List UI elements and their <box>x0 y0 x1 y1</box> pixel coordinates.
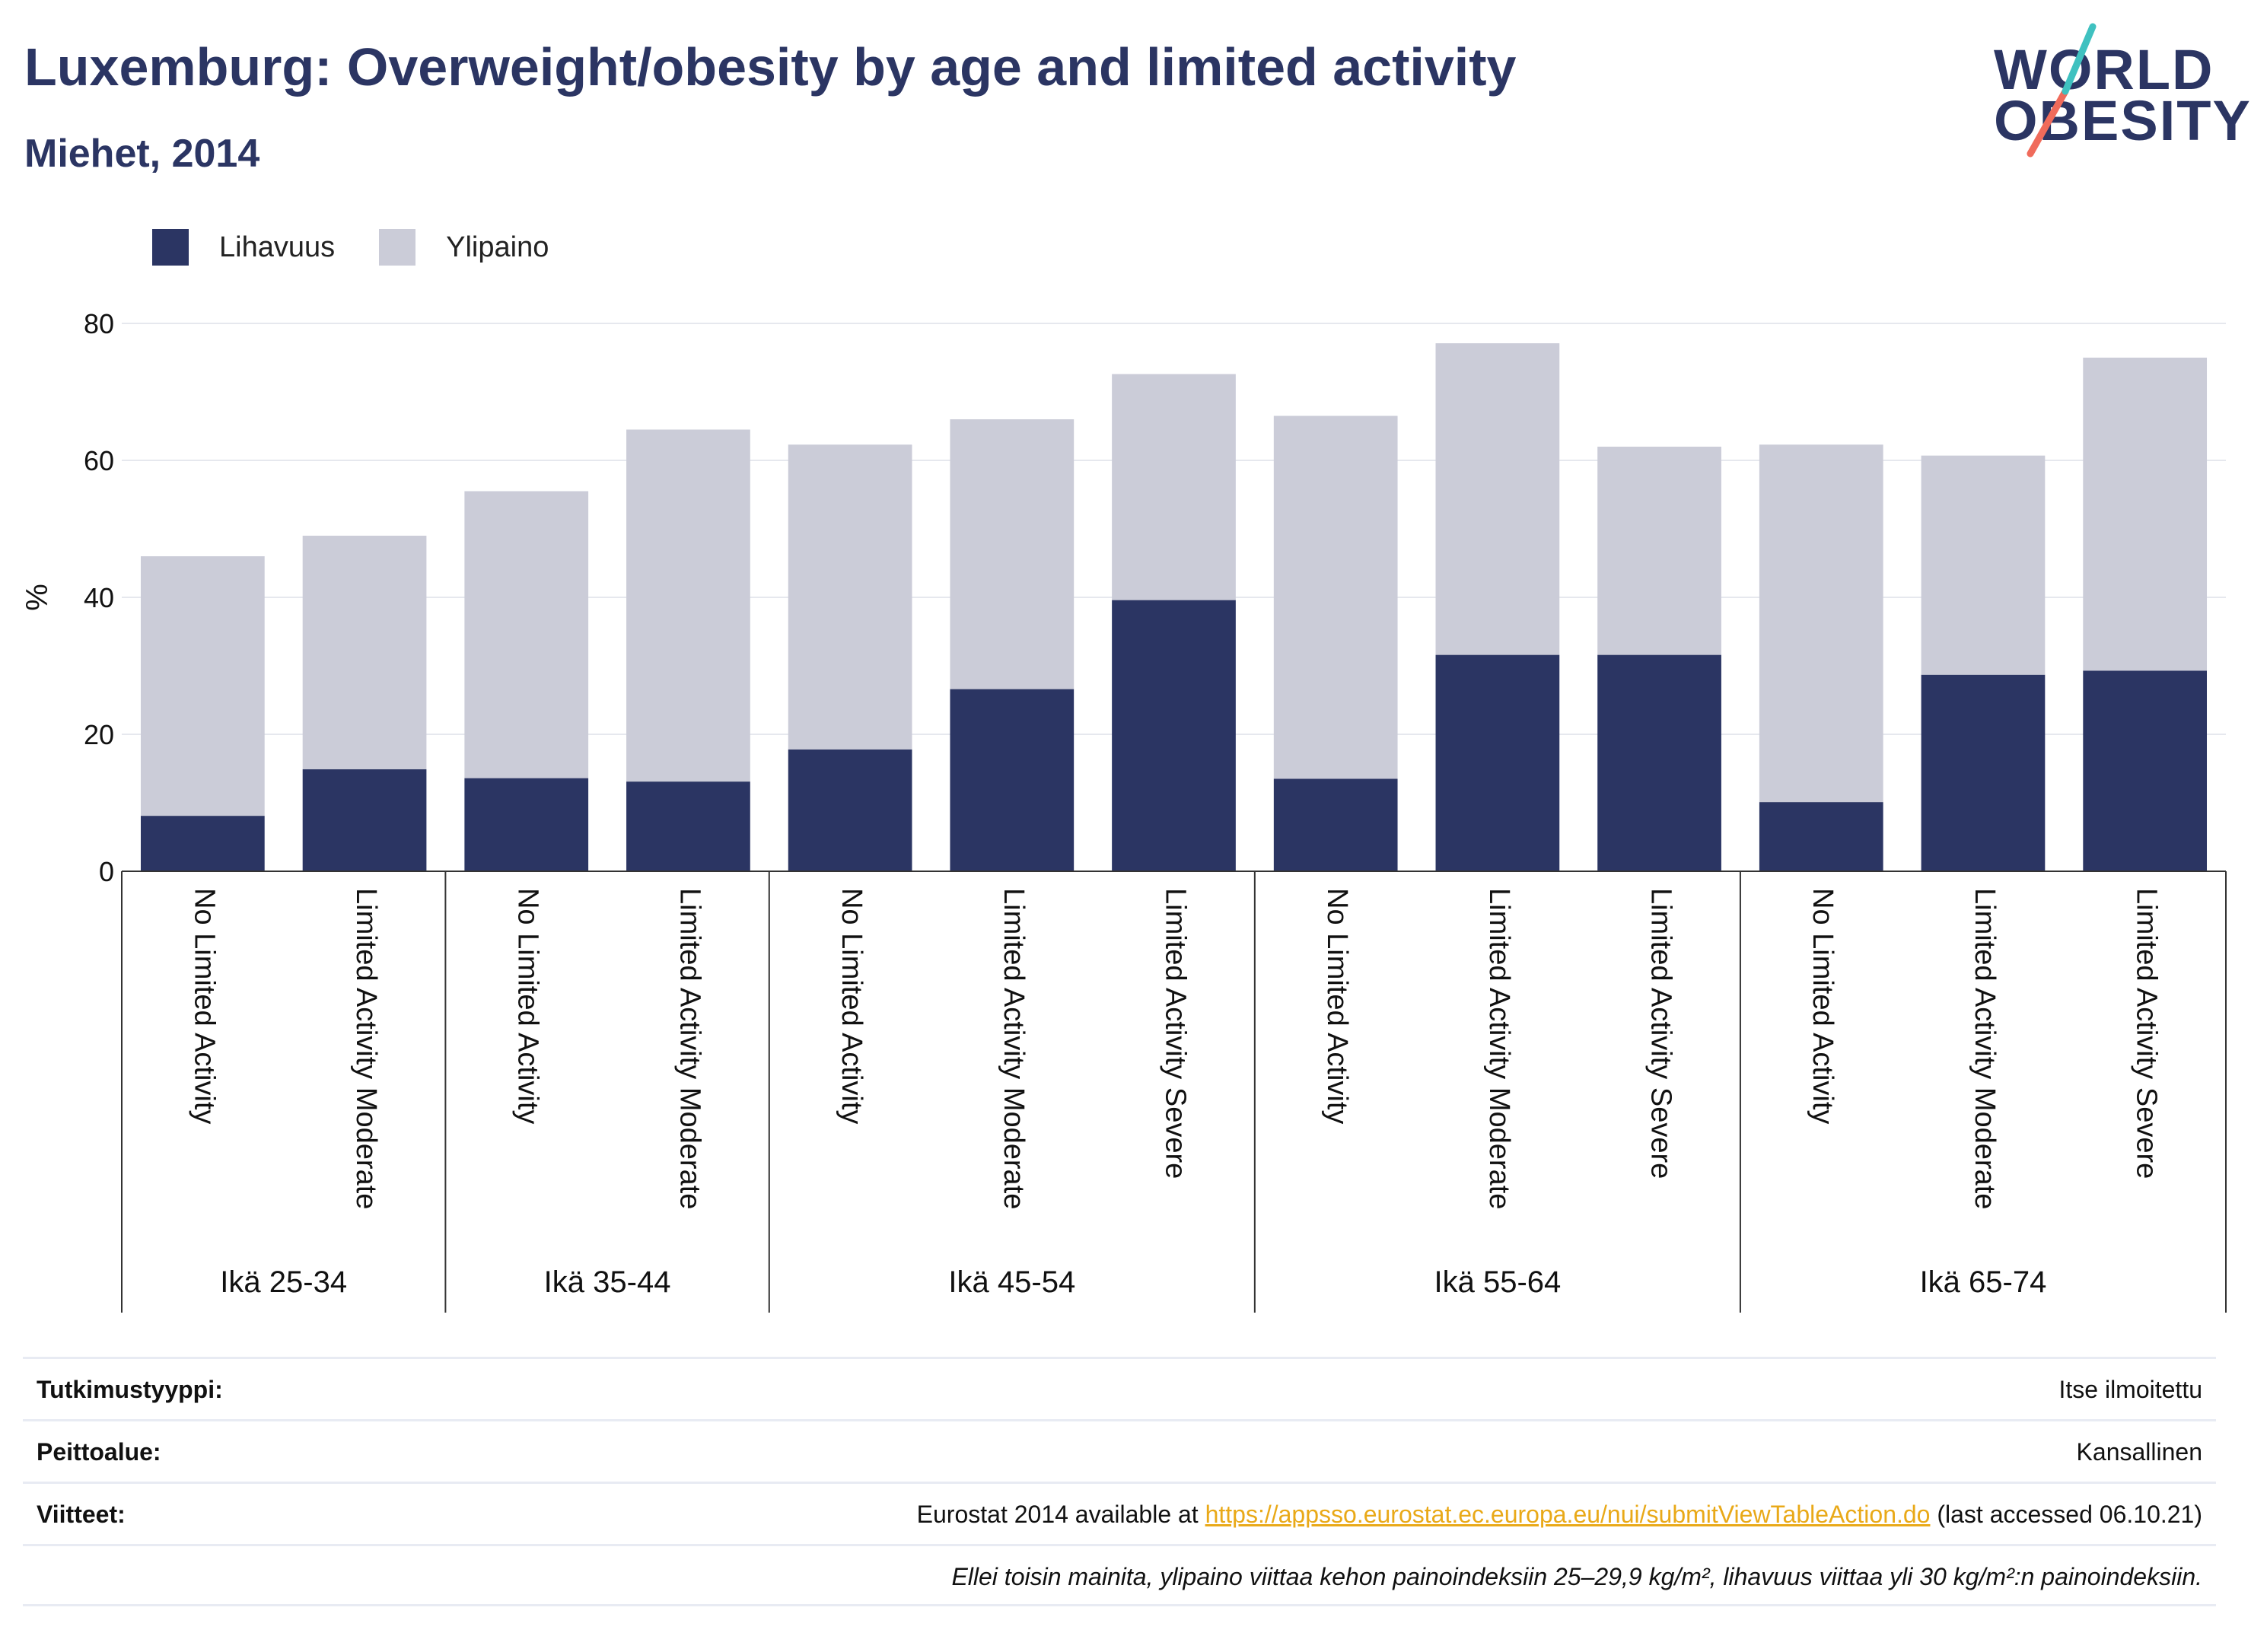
y-tick-label: 20 <box>84 719 114 750</box>
meta-value-study-type: Itse ilmoitettu <box>2058 1376 2202 1403</box>
bar-overweight <box>1759 444 1883 803</box>
bars <box>140 343 2208 871</box>
legend-label-overweight: Ylipaino <box>446 231 549 263</box>
legend-item-overweight[interactable]: Ylipaino <box>379 229 549 266</box>
bar-obesity <box>302 769 427 871</box>
chart-legend: Lihavuus Ylipaino <box>152 224 593 270</box>
bar-overweight <box>626 429 750 782</box>
x-category-label: Limited Activity Moderate <box>1969 888 2001 1209</box>
x-group-label: Ikä 45-54 <box>948 1265 1075 1299</box>
y-tick-label: 60 <box>84 445 114 476</box>
meta-row-coverage: Peittoalue: Kansallinen <box>23 1419 2216 1482</box>
world-obesity-logo: WORLD OBESITY <box>1979 23 2250 160</box>
bar-obesity <box>626 781 750 871</box>
y-tick-label: 80 <box>84 308 114 339</box>
logo-line-world: WORLD <box>1994 38 2214 101</box>
x-category-label: Limited Activity Severe <box>1645 888 1677 1179</box>
metadata-table: Tutkimustyyppi: Itse ilmoitettu Peittoal… <box>23 1357 2216 1606</box>
x-category-label: No Limited Activity <box>1807 888 1839 1124</box>
bar-obesity <box>1921 674 2046 871</box>
bar-overweight <box>1435 343 1560 655</box>
bar-obesity <box>2083 670 2208 871</box>
bar-obesity <box>1759 802 1883 871</box>
bar-overweight <box>464 491 589 778</box>
x-category-label: Limited Activity Moderate <box>673 888 705 1209</box>
bar-overweight <box>788 444 912 750</box>
meta-value-references: Eurostat 2014 available at https://appss… <box>917 1501 2202 1529</box>
meta-label-study-type: Tutkimustyyppi: <box>37 1376 223 1403</box>
reference-suffix: (last accessed 06.10.21) <box>1930 1501 2202 1528</box>
legend-label-obesity: Lihavuus <box>219 231 336 263</box>
bar-obesity <box>950 689 1075 871</box>
bar-obesity <box>1435 654 1560 871</box>
meta-label-references: Viitteet: <box>37 1501 126 1528</box>
x-category-label: Limited Activity Moderate <box>1483 888 1515 1209</box>
x-category-label: Limited Activity Severe <box>2131 888 2163 1179</box>
meta-value-coverage: Kansallinen <box>2076 1438 2202 1466</box>
bar-overweight <box>1273 415 1398 779</box>
bar-obesity <box>1273 778 1398 871</box>
bar-overweight <box>950 419 1075 689</box>
bar-obesity <box>140 816 265 871</box>
x-axis: No Limited Activity Limited Activity Mode… <box>121 871 2227 1313</box>
reference-prefix: Eurostat 2014 available at <box>916 1501 1205 1528</box>
definition-note: Ellei toisin mainita, ylipaino viittaa k… <box>951 1563 2202 1590</box>
x-group-label: Ikä 55-64 <box>1434 1265 1561 1299</box>
legend-item-obesity[interactable]: Lihavuus <box>152 229 335 266</box>
bar-obesity <box>788 749 912 871</box>
reference-link[interactable]: https://appsso.eurostat.ec.europa.eu/nui… <box>1205 1501 1931 1528</box>
x-category-label: Limited Activity Moderate <box>998 888 1030 1209</box>
bar-overweight <box>302 536 427 769</box>
bar-obesity <box>464 778 589 871</box>
x-category-label: Limited Activity Severe <box>1159 888 1191 1179</box>
y-tick-label: 40 <box>84 582 114 613</box>
bar-overweight <box>140 556 265 816</box>
x-category-label: No Limited Activity <box>836 888 868 1124</box>
x-group-label: Ikä 25-34 <box>220 1265 347 1299</box>
meta-row-study-type: Tutkimustyyppi: Itse ilmoitettu <box>23 1357 2216 1419</box>
bar-overweight <box>2083 358 2208 671</box>
x-group-label: Ikä 35-44 <box>544 1265 671 1299</box>
bar-overweight <box>1597 447 1721 655</box>
x-category-label: Limited Activity Moderate <box>350 888 382 1209</box>
logo-slash-icon <box>2027 23 2097 158</box>
legend-swatch-obesity <box>152 229 189 266</box>
bar-overweight <box>1921 455 2046 675</box>
y-axis-label: % <box>21 584 54 611</box>
x-group-label: Ikä 65-74 <box>1920 1265 2047 1299</box>
legend-swatch-overweight <box>379 229 416 266</box>
chart-subtitle: Miehet, 2014 <box>24 132 260 176</box>
stacked-bar-chart: 0 20 40 60 80% No Limited Activity Limited Ac… <box>21 308 2227 1313</box>
x-category-label: No Limited Activity <box>1321 888 1353 1124</box>
meta-label-coverage: Peittoalue: <box>37 1438 161 1466</box>
y-axis: 0 20 40 60 80% <box>21 308 114 887</box>
bar-overweight <box>1112 374 1236 600</box>
meta-row-note: Ellei toisin mainita, ylipaino viittaa k… <box>23 1544 2216 1606</box>
chart-title: Luxemburg: Overweight/obesity by age and… <box>24 37 1517 97</box>
y-tick-label: 0 <box>99 856 114 887</box>
bar-obesity <box>1597 654 1721 871</box>
x-category-label: No Limited Activity <box>512 888 544 1124</box>
bar-obesity <box>1112 600 1236 871</box>
meta-row-references: Viitteet: Eurostat 2014 available at htt… <box>23 1482 2216 1544</box>
x-category-label: No Limited Activity <box>188 888 220 1124</box>
